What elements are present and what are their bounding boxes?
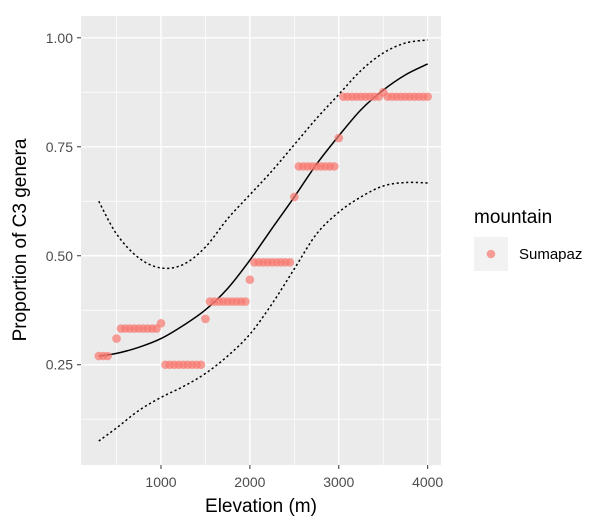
data-point xyxy=(103,351,112,361)
y-axis: 0.25 0.50 0.75 1.00 xyxy=(46,30,81,373)
x-axis: 1000 2000 3000 4000 xyxy=(145,465,443,490)
data-points xyxy=(94,87,432,370)
y-tick-label: 0.50 xyxy=(46,248,73,264)
x-tick-label: 3000 xyxy=(323,474,354,490)
y-tick-label: 0.75 xyxy=(46,139,73,155)
x-tick-label: 2000 xyxy=(234,474,265,490)
x-axis-title: Elevation (m) xyxy=(205,496,317,517)
upper-line xyxy=(98,39,428,270)
x-tick-label: 1000 xyxy=(145,474,176,490)
data-point xyxy=(285,257,295,267)
plot-panel xyxy=(81,16,441,465)
lower-line xyxy=(98,181,428,442)
data-point xyxy=(201,314,210,324)
x-tick-label: 4000 xyxy=(412,474,443,490)
data-point xyxy=(423,92,432,101)
major-gridlines xyxy=(81,16,441,465)
data-point xyxy=(330,162,339,171)
data-point xyxy=(290,192,299,202)
legend-key-point xyxy=(486,249,496,259)
data-point xyxy=(334,133,344,143)
data-point xyxy=(112,334,121,343)
data-point xyxy=(241,297,250,306)
data-point xyxy=(196,360,206,370)
data-point xyxy=(245,275,255,285)
y-axis-title: Proportion of C3 genera xyxy=(10,138,31,341)
legend-label-sumapaz: Sumapaz xyxy=(519,246,582,263)
data-point xyxy=(156,319,166,328)
legend: mountain Sumapaz xyxy=(474,207,582,271)
y-tick-label: 1.00 xyxy=(46,30,73,46)
y-tick-label: 0.25 xyxy=(46,357,73,373)
legend-title: mountain xyxy=(474,207,552,228)
